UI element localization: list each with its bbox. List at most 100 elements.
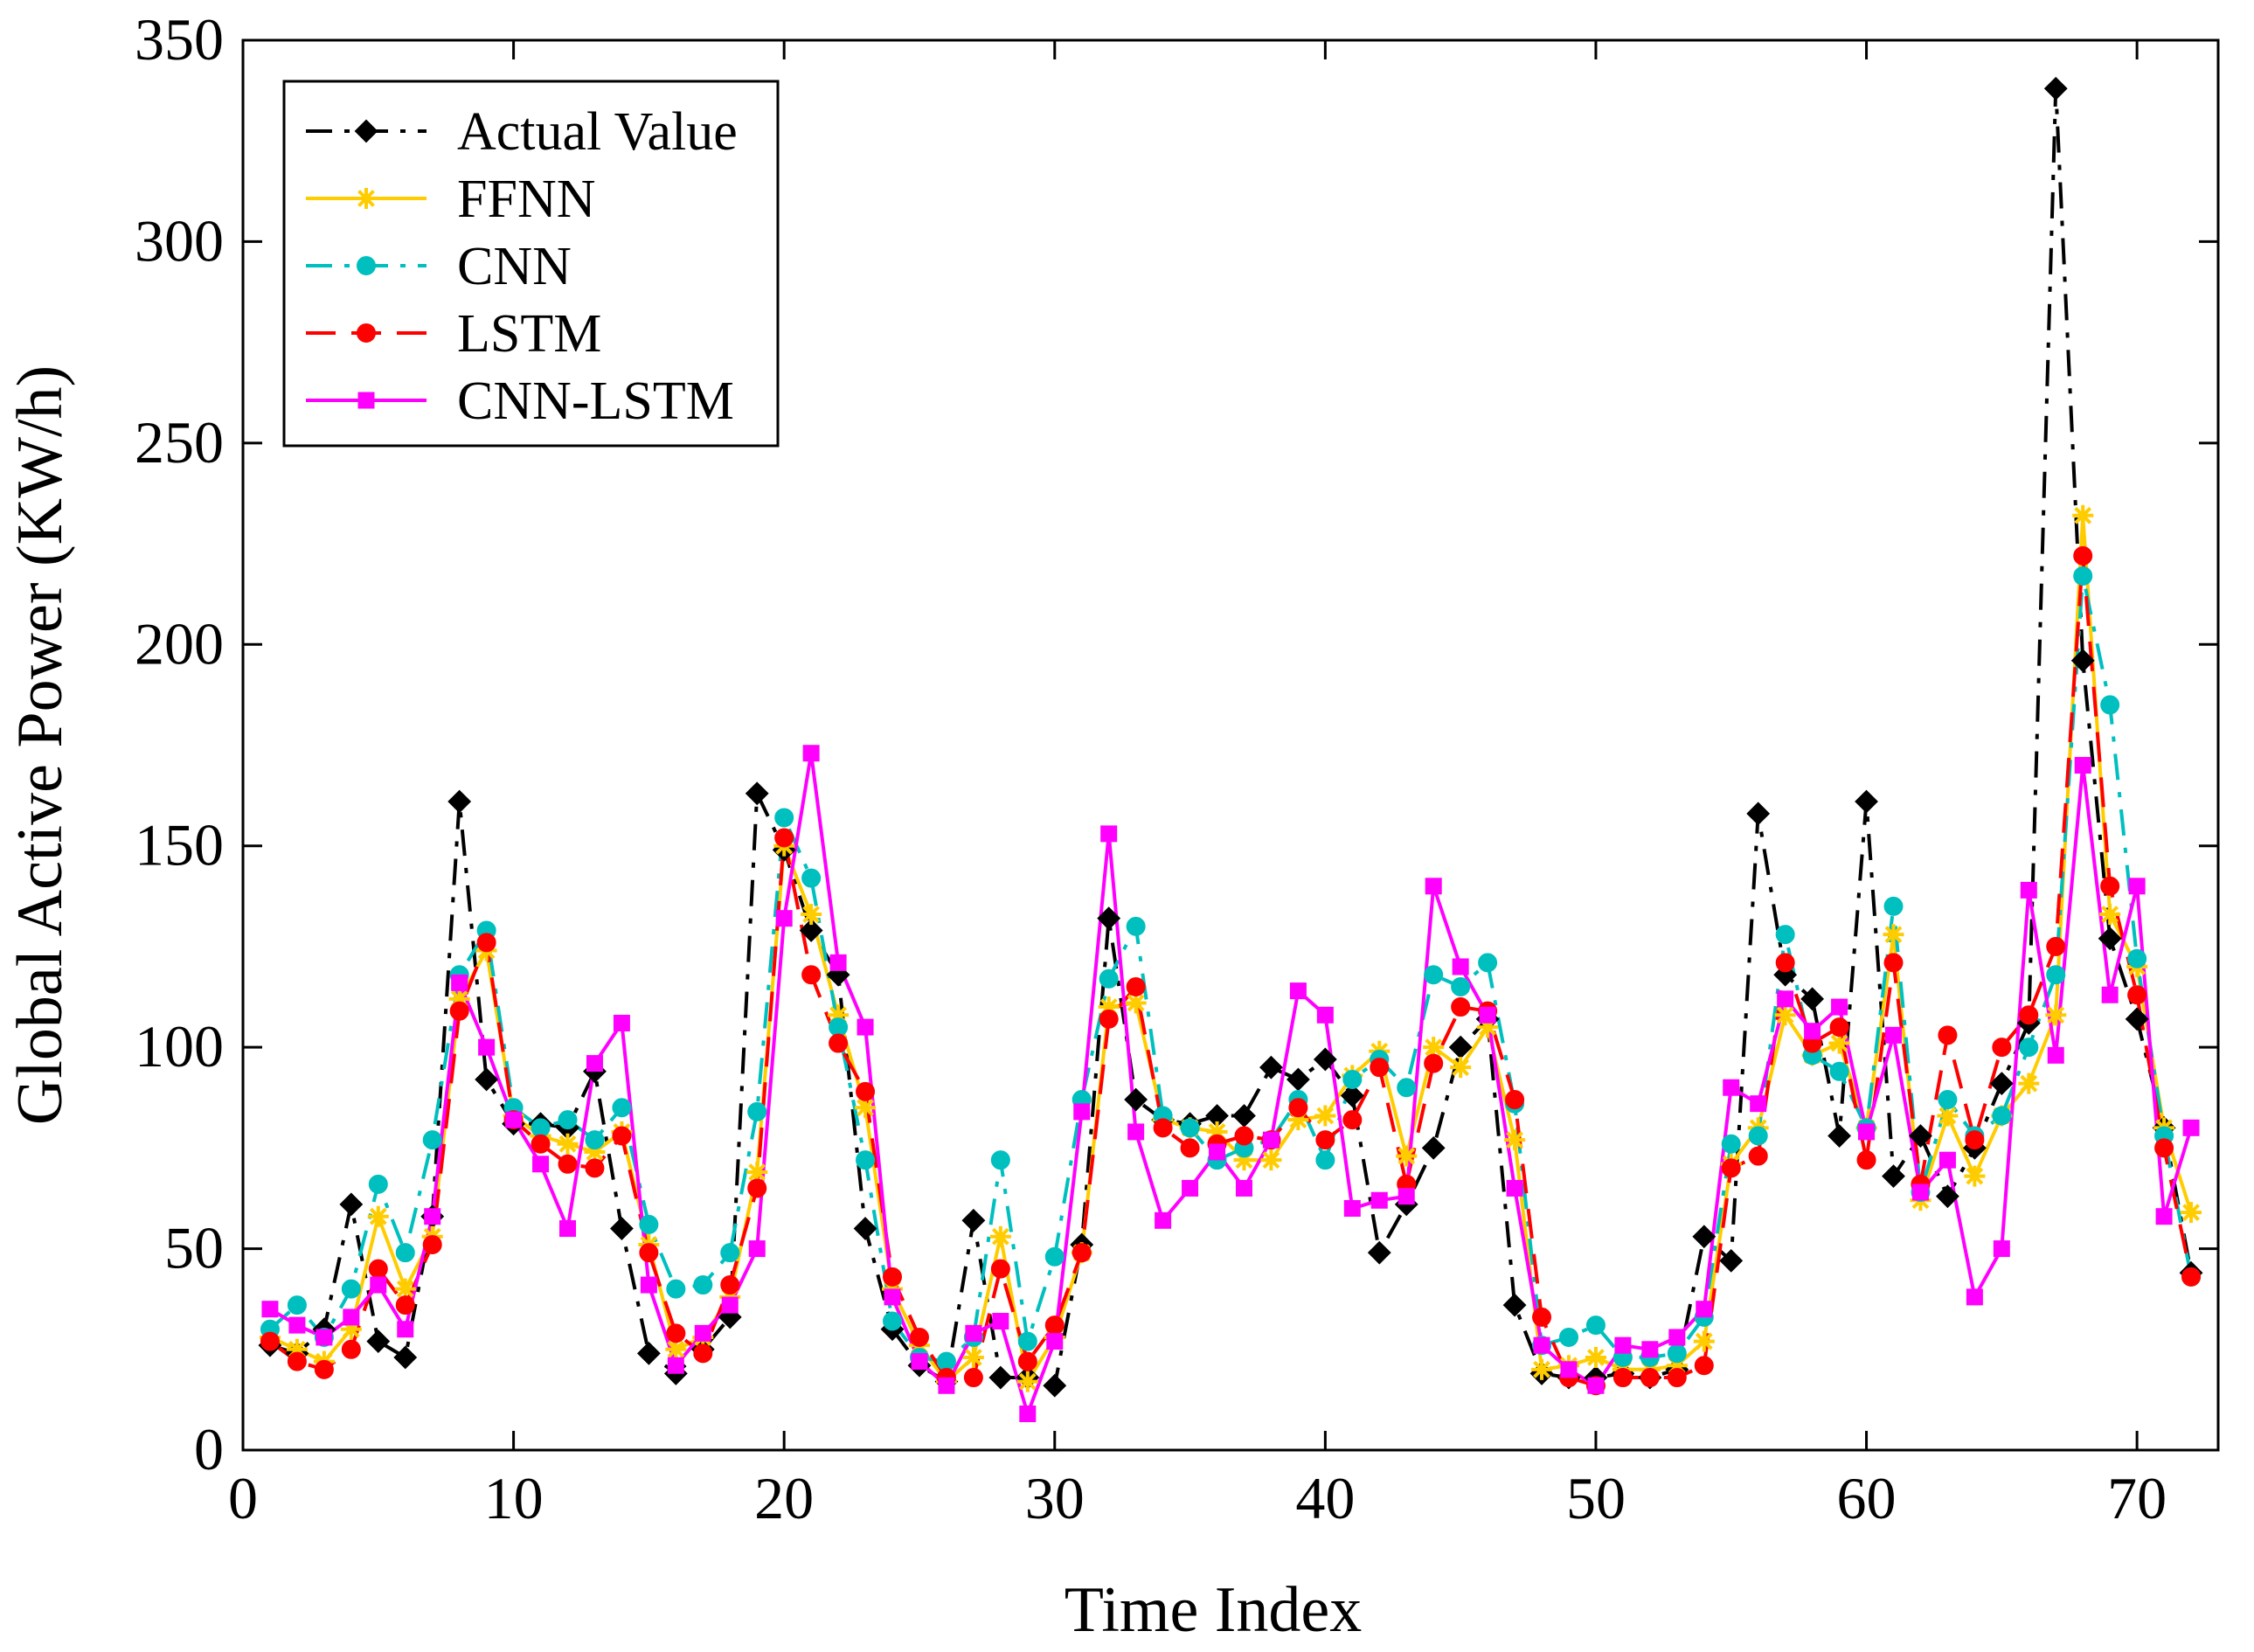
data-point-series-3 xyxy=(1451,977,1471,997)
data-point-series-5 xyxy=(1587,1377,1605,1394)
data-point-series-4 xyxy=(1044,1315,1065,1336)
plot-frame xyxy=(241,38,2220,1452)
data-point-series-4 xyxy=(720,1275,740,1295)
data-point-series-4 xyxy=(1694,1356,1714,1376)
data-point-series-1 xyxy=(447,789,472,814)
data-point-series-4 xyxy=(1505,1090,1525,1110)
data-point-series-4 xyxy=(1099,1009,1119,1029)
legend-label-5: CNN-LSTM xyxy=(457,371,734,431)
data-point-series-1 xyxy=(853,1217,877,1240)
data-point-series-1 xyxy=(1232,1104,1256,1128)
data-point-series-3 xyxy=(531,1118,551,1138)
data-point-series-5 xyxy=(1723,1079,1740,1096)
data-point-series-4 xyxy=(990,1259,1010,1279)
legend-label-1: Actual Value xyxy=(457,102,738,162)
data-point-series-4 xyxy=(666,1323,686,1343)
data-point-series-5 xyxy=(288,1316,306,1334)
data-point-series-5 xyxy=(1182,1179,1199,1197)
data-point-series-5 xyxy=(424,1208,441,1225)
data-point-series-3 xyxy=(1044,1246,1065,1267)
x-tick-label: 30 xyxy=(1025,1465,1085,1531)
data-point-series-1 xyxy=(1935,1184,1959,1209)
data-point-series-4 xyxy=(1370,1058,1390,1078)
data-point-series-5 xyxy=(938,1377,955,1394)
data-point-series-1 xyxy=(1421,1135,1446,1160)
data-point-series-3 xyxy=(720,1243,740,1263)
data-point-series-3 xyxy=(1424,965,1444,985)
data-point-series-2 xyxy=(989,1225,1011,1247)
data-point-series-4 xyxy=(1424,1053,1444,1073)
data-point-series-4 xyxy=(1234,1126,1254,1146)
data-point-series-4 xyxy=(1721,1158,1741,1178)
data-point-series-4 xyxy=(1126,977,1146,997)
data-point-series-2 xyxy=(1016,1371,1038,1392)
series-line-4 xyxy=(268,553,2193,1388)
data-point-series-5 xyxy=(370,1276,387,1294)
data-point-series-2 xyxy=(1585,1347,1606,1369)
data-point-series-1 xyxy=(393,1345,418,1370)
data-point-series-3 xyxy=(1883,896,1904,916)
data-point-series-1 xyxy=(1989,1072,2014,1096)
legend-marker-4 xyxy=(357,323,376,343)
data-point-series-1 xyxy=(1827,1124,1851,1148)
data-point-series-4 xyxy=(1288,1098,1308,1118)
data-point-series-5 xyxy=(721,1296,739,1314)
data-point-series-1 xyxy=(1043,1373,1067,1398)
data-point-series-2 xyxy=(557,1133,579,1155)
data-point-series-5 xyxy=(1479,1006,1496,1024)
x-tick-label: 0 xyxy=(228,1465,258,1531)
data-point-series-1 xyxy=(1692,1225,1717,1249)
y-tick-label: 250 xyxy=(135,409,224,475)
data-point-series-2 xyxy=(962,1347,984,1369)
data-point-series-5 xyxy=(1019,1406,1037,1423)
data-point-series-4 xyxy=(883,1267,903,1287)
data-point-series-5 xyxy=(1046,1333,1064,1350)
data-point-series-5 xyxy=(613,1014,630,1031)
data-point-series-3 xyxy=(1775,925,1795,945)
axes: 0 10 20 30 40 50 60 70 0 50 100 150 200 250 300 350 Time… xyxy=(4,6,2220,1646)
data-point-series-5 xyxy=(1397,1188,1415,1205)
data-point-series-5 xyxy=(857,1018,874,1036)
data-point-series-4 xyxy=(909,1327,929,1347)
data-point-series-2 xyxy=(2072,504,2094,526)
data-point-series-1 xyxy=(988,1365,1013,1390)
data-point-series-5 xyxy=(1506,1179,1523,1197)
data-point-series-4 xyxy=(612,1126,632,1146)
data-point-series-1 xyxy=(636,1341,661,1365)
data-point-series-5 xyxy=(1452,958,1469,975)
data-point-series-3 xyxy=(2019,1038,2039,1058)
data-point-series-4 xyxy=(395,1295,415,1315)
data-point-series-1 xyxy=(475,1067,499,1092)
y-tick-label: 350 xyxy=(135,6,224,73)
data-point-series-3 xyxy=(585,1130,605,1150)
data-point-series-4 xyxy=(856,1081,876,1101)
data-point-series-5 xyxy=(1209,1143,1226,1161)
series-line-2 xyxy=(269,513,2193,1384)
data-point-series-5 xyxy=(2047,1046,2064,1064)
data-point-series-5 xyxy=(1750,1095,1767,1113)
data-point-series-5 xyxy=(343,1308,360,1326)
data-point-series-4 xyxy=(1856,1150,1876,1170)
y-axis-label: Global Active Power (KW/h) xyxy=(4,365,76,1125)
data-point-series-4 xyxy=(2127,985,2147,1005)
x-tick-label: 10 xyxy=(484,1465,544,1531)
data-point-series-5 xyxy=(316,1329,333,1346)
data-point-series-5 xyxy=(1289,982,1307,1000)
data-point-series-4 xyxy=(1017,1351,1037,1371)
legend-label-2: FFNN xyxy=(457,170,596,229)
data-point-series-1 xyxy=(366,1329,391,1353)
data-point-series-1 xyxy=(1313,1047,1337,1072)
data-point-series-1 xyxy=(745,781,769,806)
y-tick-label: 150 xyxy=(135,812,224,878)
y-tick-label: 100 xyxy=(135,1013,224,1079)
data-point-series-1 xyxy=(1855,789,1878,814)
x-tick-label: 50 xyxy=(1566,1465,1626,1531)
data-point-series-5 xyxy=(532,1156,550,1173)
data-point-series-1 xyxy=(339,1192,364,1217)
data-point-series-3 xyxy=(1126,916,1146,936)
data-point-series-4 xyxy=(287,1351,307,1371)
legend-marker-1 xyxy=(354,119,378,143)
data-point-series-5 xyxy=(2182,1119,2200,1136)
data-point-series-5 xyxy=(748,1240,766,1258)
